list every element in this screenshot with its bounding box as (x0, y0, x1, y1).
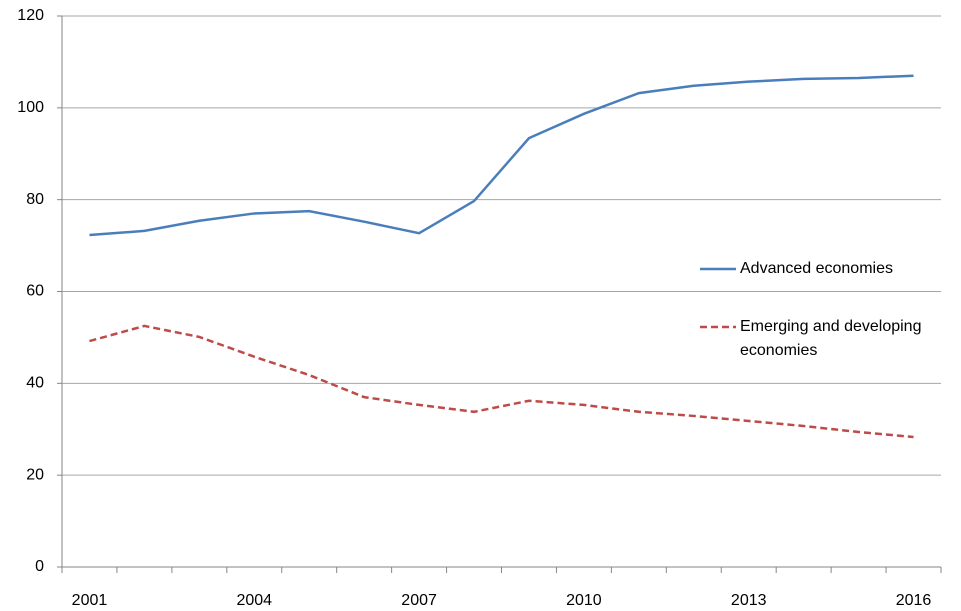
y-tick-label: 120 (17, 7, 44, 24)
y-tick-label: 80 (26, 191, 44, 208)
x-tick-label: 2007 (401, 592, 437, 609)
y-tick-label: 60 (26, 283, 44, 300)
legend-label: Advanced economies (740, 260, 893, 277)
x-tick-label: 2010 (566, 592, 602, 609)
x-tick-label: 2001 (72, 592, 108, 609)
legend-label: Emerging and developing economies (740, 318, 922, 359)
y-tick-label: 20 (26, 466, 44, 483)
y-tick-label: 100 (17, 99, 44, 116)
x-tick-label: 2004 (236, 592, 272, 609)
y-tick-label: 0 (35, 558, 44, 575)
x-tick-label: 2016 (896, 592, 932, 609)
x-tick-label: 2013 (731, 592, 767, 609)
y-tick-label: 40 (26, 375, 44, 392)
data-line (89, 74, 914, 237)
